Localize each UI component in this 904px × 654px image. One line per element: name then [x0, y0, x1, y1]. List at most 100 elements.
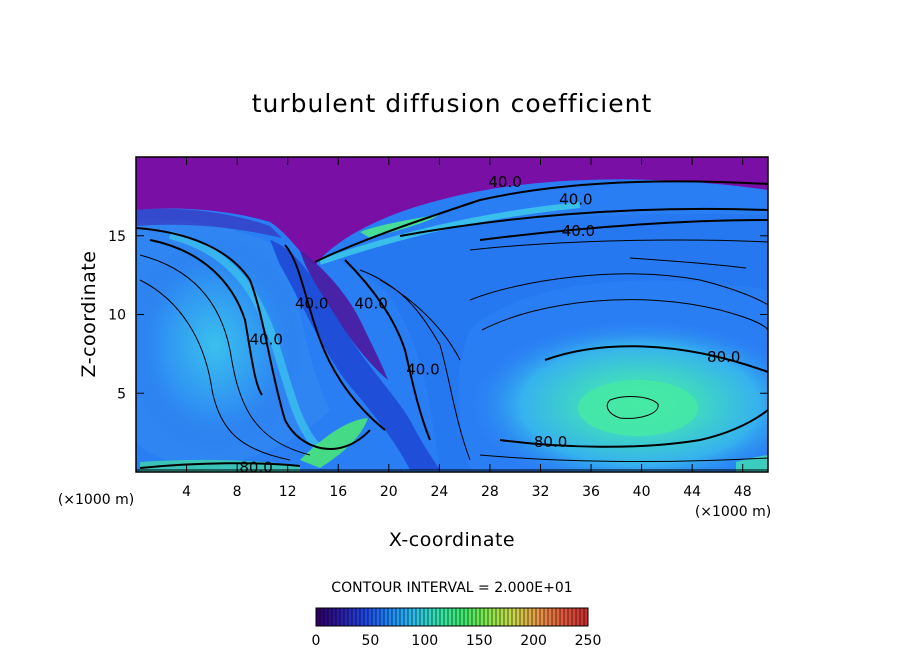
colorbar-swatch: [388, 608, 393, 626]
purple-intrusion: [300, 250, 388, 380]
colorbar-swatch: [512, 608, 517, 626]
y-axis-title: Z-coordinate: [78, 251, 100, 378]
contour-interval-label: CONTOUR INTERVAL = 2.000E+01: [331, 580, 572, 596]
contour-labels: 40.0 40.0 40.0 40.0 40.0 40.0 40.0 80.0 80.0 80.0: [239, 173, 740, 476]
y-tick-label: 15: [108, 229, 126, 245]
contour-label: 40.0: [488, 173, 521, 191]
colorbar-swatch: [552, 608, 557, 626]
colorbar-swatch: [484, 608, 489, 626]
contour-80-right-bottom: [499, 409, 768, 448]
contour-40-left-outer: [136, 227, 371, 450]
colorbar-swatch: [348, 608, 353, 626]
colorbar-swatch: [448, 608, 453, 626]
central-dark-band: [270, 240, 440, 470]
colorbar-swatch: [584, 608, 589, 626]
colorbar-swatch: [460, 608, 465, 626]
contour-label: 40.0: [249, 331, 282, 349]
contour-thin-right-vortex-2: [481, 299, 768, 331]
contour-inner-ellipse: [606, 396, 659, 419]
contour-label: 80.0: [239, 458, 272, 476]
colorbar-swatch: [356, 608, 361, 626]
colorbar-swatch: [528, 608, 533, 626]
colorbar-swatch: [480, 608, 485, 626]
contour-label: 80.0: [534, 433, 567, 451]
colorbar-tick-label: 100: [411, 633, 438, 649]
x-tick-label: 36: [582, 484, 600, 500]
right-blue-band: [330, 214, 768, 470]
colorbar-swatch: [396, 608, 401, 626]
colorbar-swatch: [536, 608, 541, 626]
x-tick-label: 24: [430, 484, 448, 500]
colorbar-swatch: [568, 608, 573, 626]
colorbar-swatch: [412, 608, 417, 626]
contour-thin-right-bottom: [479, 454, 768, 463]
colorbar-swatch: [452, 608, 457, 626]
colorbar-swatch: [380, 608, 385, 626]
colorbar-swatch: [572, 608, 577, 626]
colorbar-swatch: [468, 608, 473, 626]
colorbar-tick-label: 200: [520, 633, 547, 649]
contour-thin-left-2: [139, 279, 291, 461]
contour-label: 40.0: [295, 294, 328, 312]
colorbar-swatch: [408, 608, 413, 626]
x-tick-label: 32: [532, 484, 550, 500]
contour-40-left-inner: [149, 239, 263, 396]
cyan-streak-upper: [319, 202, 581, 265]
colorbar-swatch: [364, 608, 369, 626]
x-tick-label: 28: [481, 484, 499, 500]
colorbar-swatch: [340, 608, 345, 626]
colorbar-swatch: [432, 608, 437, 626]
contour-label: 40.0: [354, 294, 387, 312]
colorbar-swatch: [524, 608, 529, 626]
colorbar-swatch: [476, 608, 481, 626]
colorbar-swatch: [376, 608, 381, 626]
colorbar-swatch: [420, 608, 425, 626]
colorbar-swatch: [400, 608, 405, 626]
x-axis-title: X-coordinate: [389, 529, 515, 551]
colorbar-tick-label: 50: [361, 633, 379, 649]
colorbar-swatch: [492, 608, 497, 626]
colorbar-swatch: [472, 608, 477, 626]
colorbar-swatch: [500, 608, 505, 626]
contour-80-right-top: [544, 345, 768, 373]
x-tick-label: 12: [279, 484, 297, 500]
colorbar-swatch: [520, 608, 525, 626]
colorbar-swatch: [344, 608, 349, 626]
y-tick-label: 5: [117, 386, 126, 402]
colorbar-swatch: [436, 608, 441, 626]
upper-purple-layer: [136, 157, 768, 265]
x-tick-label: 44: [683, 484, 701, 500]
contour-80-bottom-left: [139, 462, 301, 469]
x-tick-label: 20: [380, 484, 398, 500]
colorbar-swatch: [560, 608, 565, 626]
contour-label: 80.0: [707, 348, 740, 366]
colorbar-swatch: [352, 608, 357, 626]
colorbar-swatch: [424, 608, 429, 626]
x-axis: 4 8 12 16 20 24 28 32 36 40 44 48: [182, 157, 752, 500]
green-patch-bottom: [300, 418, 368, 468]
y-axis: 5 10 15: [108, 229, 768, 402]
colorbar-swatch: [504, 608, 509, 626]
colorbar-swatch: [496, 608, 501, 626]
colorbar-tick-label: 150: [466, 633, 493, 649]
colorbar-tick-label: 0: [312, 633, 321, 649]
contour-thin-right-2: [629, 257, 747, 269]
contour-label: 40.0: [406, 361, 439, 379]
contour-40-right: [479, 219, 768, 241]
right-vortex-inner: [578, 380, 698, 436]
purple-left-edge: [136, 208, 282, 238]
colorbar-swatch: [336, 608, 341, 626]
colorbar-swatch: [392, 608, 397, 626]
colorbar-swatch: [328, 608, 333, 626]
colorbar-swatch: [372, 608, 377, 626]
colorbar-swatch: [576, 608, 581, 626]
colorbar-swatch: [564, 608, 569, 626]
colorbar-ticks: 0 50 100 150 200 250: [312, 633, 602, 649]
y-axis-unit: (×1000 m): [58, 492, 134, 508]
contour-label: 40.0: [562, 222, 595, 240]
colorbar-swatch: [368, 608, 373, 626]
colorbar-swatch: [428, 608, 433, 626]
cyan-streak-left: [169, 231, 323, 453]
x-tick-label: 48: [734, 484, 752, 500]
colorbar-swatch: [488, 608, 493, 626]
